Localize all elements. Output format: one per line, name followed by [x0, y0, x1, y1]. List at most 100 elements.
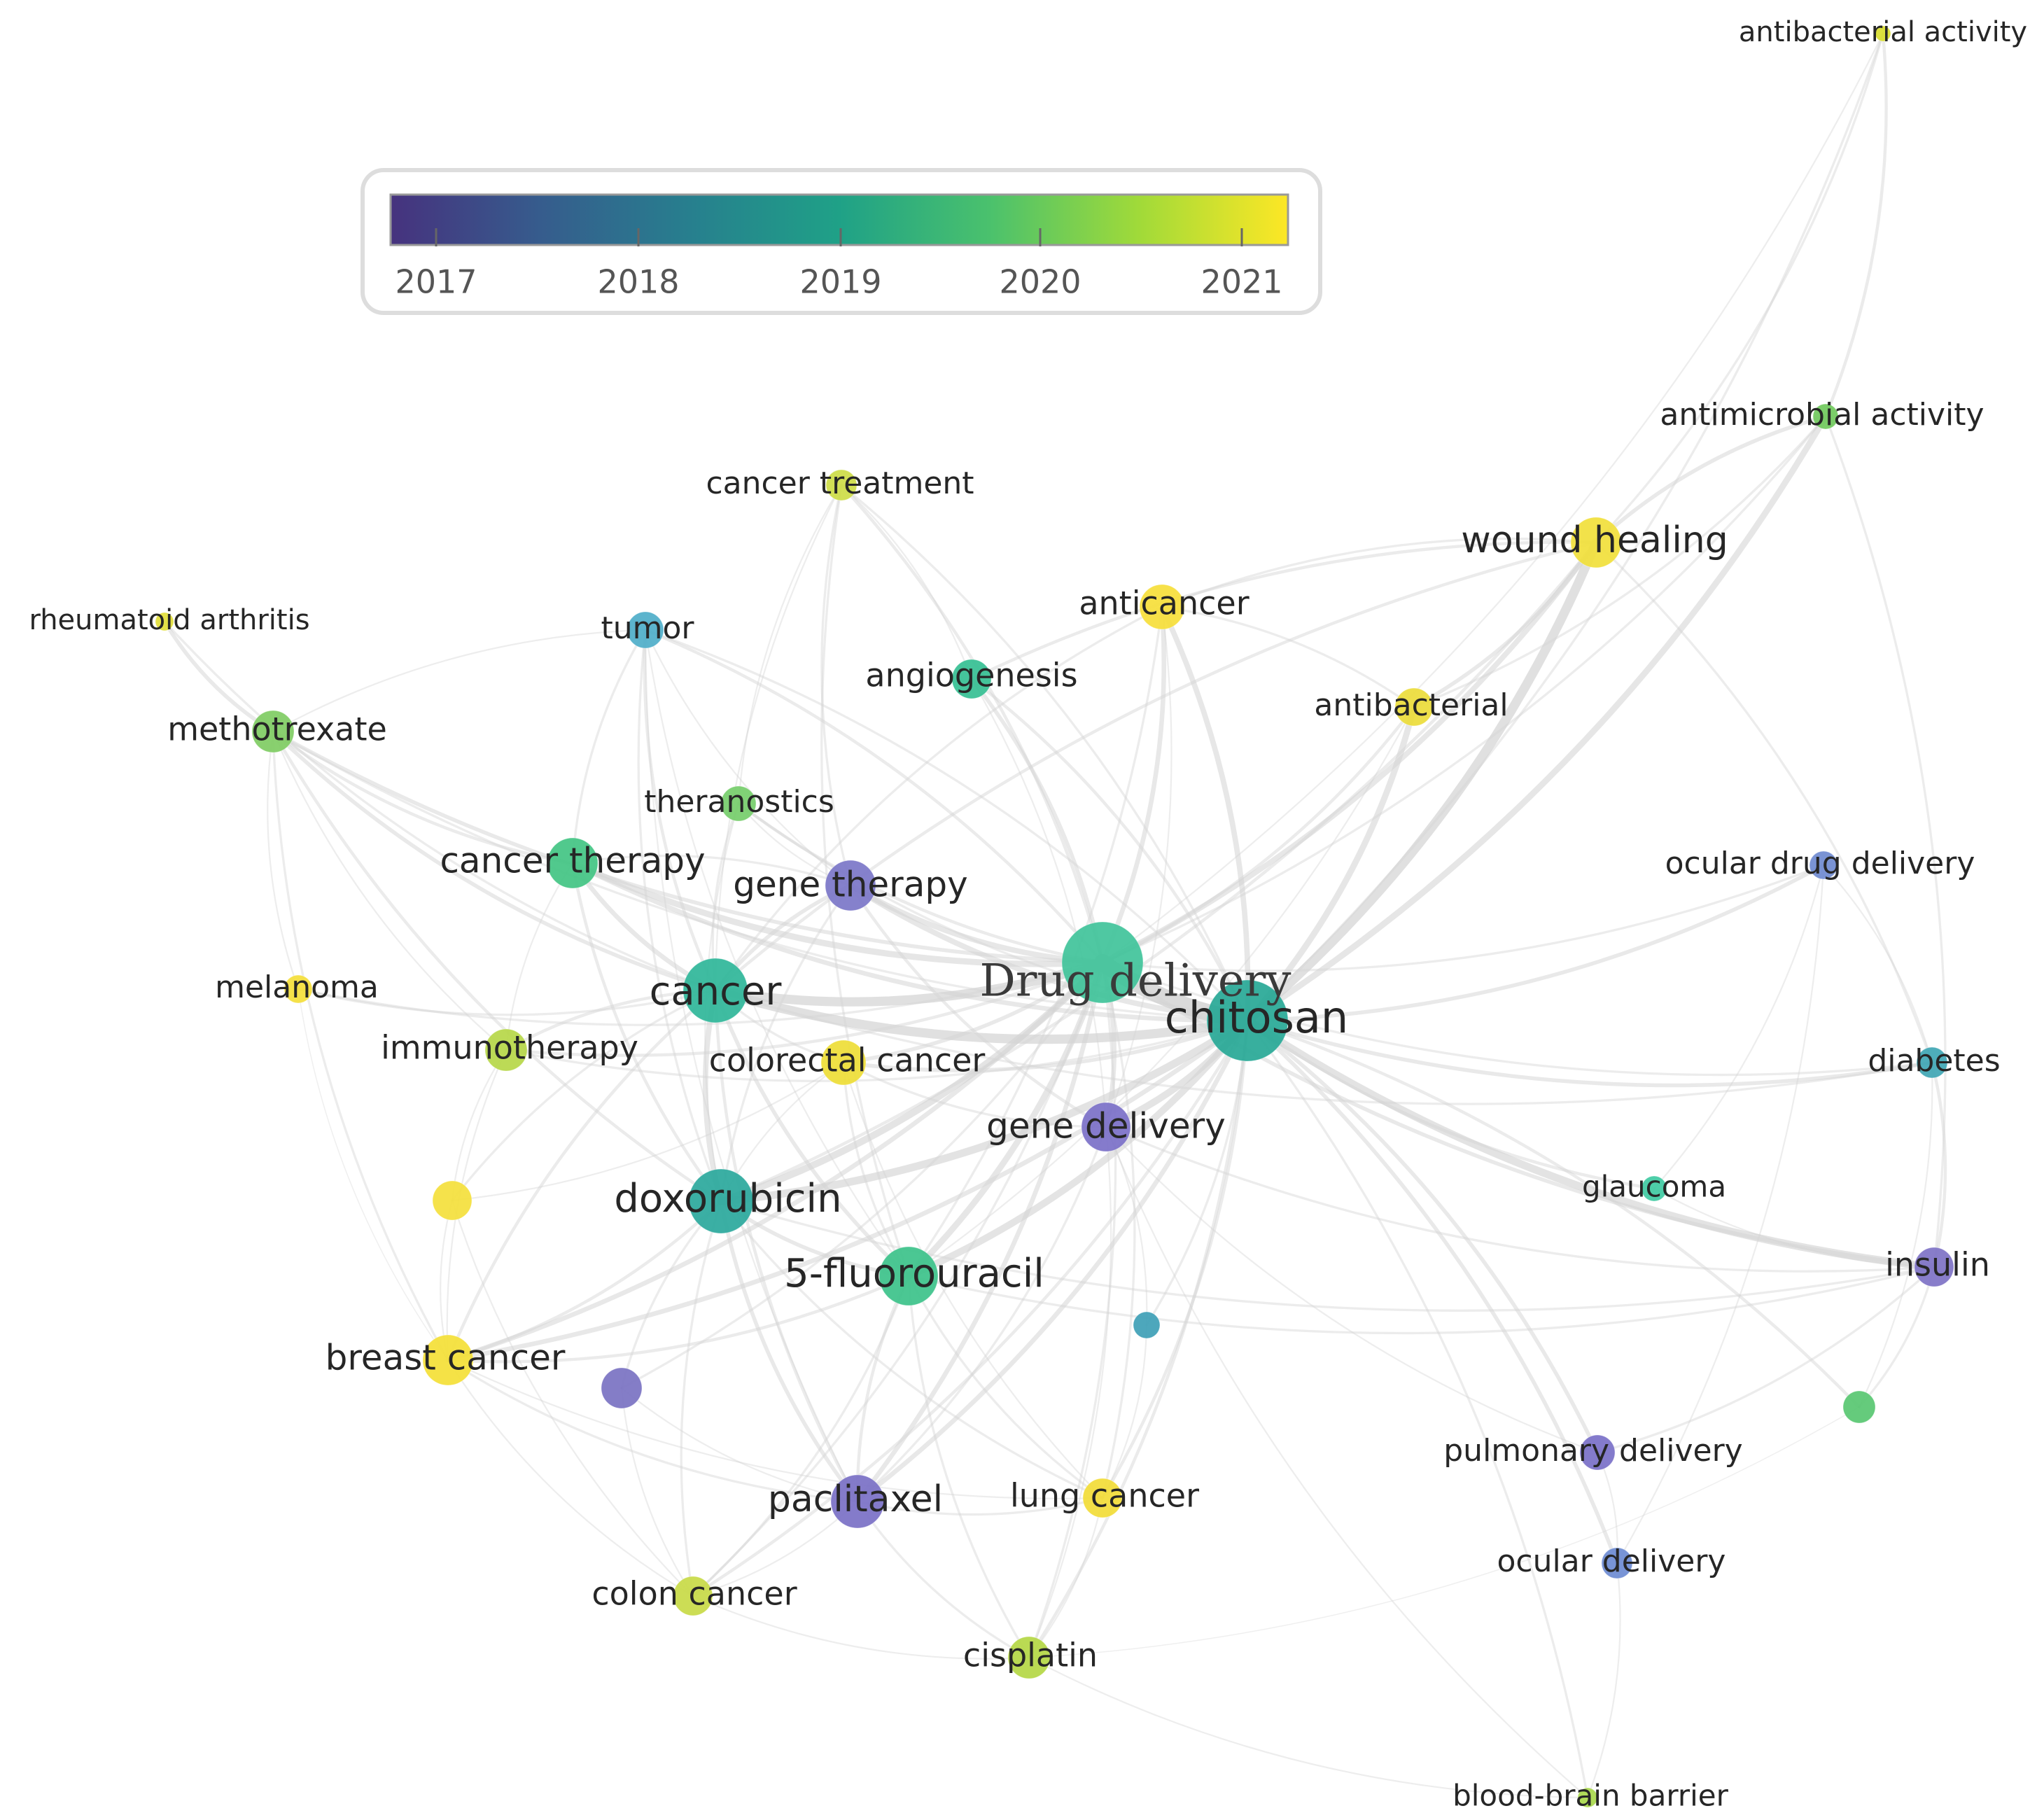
node-melanoma[interactable]: [284, 974, 313, 1004]
edge-cancer-5-fluorouracil: [713, 988, 911, 1278]
node-anticancer[interactable]: [1139, 584, 1185, 630]
edge-chitosan-cancer-therapy: [570, 860, 1250, 1023]
edge-5-fluorouracil-colorectal-cancer: [842, 1061, 910, 1278]
edge-cisplatin-colon-cancer: [692, 1595, 1030, 1660]
edge-blood-brain-barrier-gene-delivery: [1105, 1126, 1589, 1799]
label-ocular-drug-delivery: ocular drug delivery: [1665, 846, 1975, 881]
legend-colorbar: [389, 193, 1289, 246]
edge-paclitaxel-lung-cancer: [856, 1497, 1104, 1516]
node-antibacterial-activity[interactable]: [1875, 25, 1891, 42]
node-colon-cancer[interactable]: [673, 1576, 713, 1616]
edge-wound-healing-antibacterial-activity: [1595, 32, 1884, 544]
edge-5-fluorouracil-lung-cancer: [907, 1275, 1104, 1499]
edge-cisplatin-unlabeled-green: [1028, 1406, 1860, 1658]
node-unlabeled-green[interactable]: [1842, 1390, 1876, 1424]
node-rheumatoid-arthritis[interactable]: [155, 612, 174, 631]
node-doxorubicin[interactable]: [688, 1168, 754, 1234]
edge-tumor-paclitaxel: [644, 629, 859, 1503]
edge-5-fluorouracil-paclitaxel: [855, 1274, 911, 1504]
edge-antibacterial-activity-drug-delivery: [1101, 32, 1884, 964]
edge-chitosan-unlabeled-teal: [1145, 1019, 1249, 1326]
node-antibacterial[interactable]: [1394, 687, 1434, 727]
edge-breast-cancer-colon-cancer: [447, 1359, 694, 1597]
node-antimicrobial-activity[interactable]: [1812, 403, 1839, 430]
legend-year-2021: 2021: [1200, 263, 1282, 301]
node-cancer[interactable]: [682, 958, 748, 1023]
edge-rheumatoid-arthritis-cancer: [163, 620, 717, 992]
edge-chitosan-blood-brain-barrier: [1246, 1019, 1589, 1799]
edge-wound-healing-doxorubicin: [719, 540, 1598, 1203]
edge-paclitaxel-cisplatin: [856, 1500, 1030, 1659]
node-gene-therapy[interactable]: [825, 860, 876, 911]
label-chitosan: chitosan: [1165, 992, 1348, 1043]
edge-chitosan-pulmonary-delivery: [1245, 1018, 1600, 1455]
edge-glaucoma-insulin: [1653, 1187, 1935, 1268]
label-antibacterial-activity: antibacterial activity: [1739, 16, 2027, 48]
node-unlabeled-purple[interactable]: [601, 1367, 643, 1409]
label-glaucoma: glaucoma: [1582, 1170, 1726, 1204]
edge-drug-delivery-cancer: [710, 958, 1107, 1007]
node-glaucoma[interactable]: [1641, 1175, 1667, 1202]
edge-unlabeled-purple-colon-cancer: [620, 1387, 694, 1597]
node-unlabeled-teal[interactable]: [1133, 1311, 1161, 1339]
edge-diabetes-cancer: [714, 989, 1933, 1105]
label-angiogenesis: angiogenesis: [865, 657, 1077, 694]
label-immunotherapy: immunotherapy: [381, 1029, 638, 1067]
node-5-fluorouracil[interactable]: [878, 1246, 939, 1306]
edge-antibacterial-5-fluorouracil: [907, 706, 1415, 1278]
node-cancer-therapy[interactable]: [547, 837, 598, 889]
edge-drug-delivery-angiogenesis: [969, 677, 1105, 965]
node-ocular-delivery[interactable]: [1601, 1547, 1633, 1579]
label-gene-delivery: gene delivery: [986, 1106, 1226, 1147]
node-lung-cancer[interactable]: [1082, 1478, 1123, 1518]
node-unlabeled-yellow[interactable]: [432, 1180, 472, 1221]
edge-anticancer-gene-delivery: [1105, 606, 1172, 1128]
node-chitosan[interactable]: [1206, 979, 1289, 1062]
edge-5-fluorouracil-colon-cancer: [692, 1275, 910, 1597]
edge-chitosan-antimicrobial-activity: [1244, 413, 1829, 1024]
edge-chitosan-ocular-drug-delivery: [1245, 863, 1826, 1023]
edge-doxorubicin-colon-cancer: [680, 1200, 722, 1597]
node-blood-brain-barrier[interactable]: [1577, 1787, 1598, 1808]
node-diabetes[interactable]: [1916, 1046, 1948, 1079]
node-gene-delivery[interactable]: [1081, 1102, 1131, 1152]
node-breast-cancer[interactable]: [422, 1334, 474, 1386]
edge-drug-delivery-colon-cancer: [692, 961, 1104, 1597]
label-cancer: cancer: [650, 969, 783, 1014]
edge-drug-delivery-melanoma: [297, 961, 1104, 1026]
node-methotrexate[interactable]: [251, 710, 295, 753]
node-colorectal-cancer[interactable]: [820, 1040, 867, 1086]
node-ocular-drug-delivery[interactable]: [1809, 850, 1838, 880]
edge-drug-delivery-wound-healing: [1100, 540, 1599, 965]
edge-drug-delivery-cancer-therapy: [569, 860, 1106, 967]
node-theranostics[interactable]: [720, 785, 757, 822]
edge-chitosan-doxorubicin: [717, 1016, 1252, 1205]
edge-chitosan-insulin: [1243, 1016, 1938, 1271]
node-angiogenesis[interactable]: [951, 659, 992, 699]
node-pulmonary-delivery[interactable]: [1579, 1434, 1616, 1471]
node-paclitaxel[interactable]: [830, 1474, 885, 1529]
edge-unlabeled-teal-lung-cancer: [1101, 1324, 1148, 1499]
edge-doxorubicin-cancer-therapy: [570, 861, 723, 1203]
edge-chitosan-diabetes: [1245, 1018, 1934, 1088]
edge-5-fluorouracil-breast-cancer: [446, 1274, 911, 1364]
edge-colorectal-cancer-lung-cancer: [842, 1061, 1104, 1499]
edge-cancer-melanoma: [297, 988, 717, 1016]
node-cisplatin[interactable]: [1007, 1636, 1051, 1679]
label-theranostics: theranostics: [644, 784, 834, 820]
edge-wound-healing-anticancer: [1161, 537, 1597, 608]
edge-doxorubicin-lung-cancer: [720, 1200, 1104, 1499]
node-drug-delivery[interactable]: [1061, 921, 1144, 1004]
edge-colorectal-cancer-gene-delivery: [842, 1061, 1107, 1128]
edge-wound-healing-diabetes: [1595, 541, 1933, 1064]
edge-insulin-diabetes: [1930, 1060, 1947, 1269]
node-tumor[interactable]: [626, 611, 664, 649]
node-wound-healing[interactable]: [1570, 517, 1622, 568]
edge-pulmonary-delivery-gene-delivery: [1105, 1126, 1599, 1454]
node-cancer-treatment[interactable]: [825, 469, 858, 501]
edge-cancer-paclitaxel: [713, 988, 860, 1504]
node-insulin[interactable]: [1914, 1247, 1954, 1287]
node-immunotherapy[interactable]: [484, 1028, 528, 1072]
edge-drug-delivery-antimicrobial-activity: [1101, 415, 1827, 964]
edge-antimicrobial-activity-antibacterial: [1413, 415, 1827, 708]
